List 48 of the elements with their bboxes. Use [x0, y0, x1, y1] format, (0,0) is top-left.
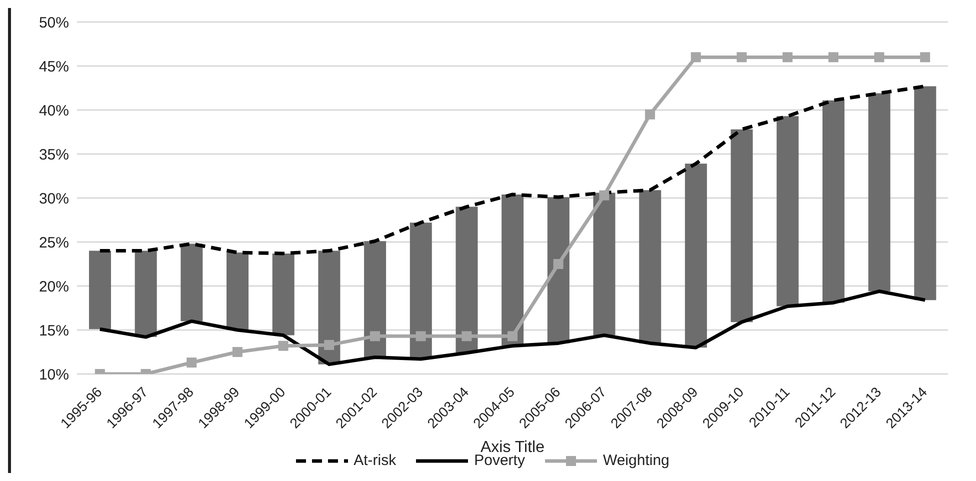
bar: [593, 192, 616, 336]
y-tick-label: 50%: [38, 14, 69, 32]
point: [462, 331, 472, 342]
y-tick-label: 10%: [38, 366, 69, 384]
point: [920, 52, 930, 62]
bar: [730, 129, 753, 322]
point: [278, 340, 288, 351]
bar: [410, 222, 432, 360]
line-series: [98, 290, 927, 366]
y-tick-label: 40%: [38, 102, 69, 120]
bar: [776, 116, 799, 306]
y-tick-label: 30%: [38, 190, 69, 208]
point: [874, 52, 884, 62]
y-tick-label: 45%: [38, 58, 69, 76]
y-tick-label: 25%: [38, 234, 69, 252]
legend-label: Weighting: [602, 452, 670, 469]
point: [828, 52, 838, 62]
bar: [226, 252, 249, 330]
bar: [684, 164, 707, 348]
legend-label: At-risk: [354, 452, 396, 469]
point: [599, 190, 610, 200]
bar: [364, 241, 386, 358]
bar: [914, 86, 936, 300]
bar: [180, 244, 203, 322]
point: [736, 52, 747, 62]
point: [690, 52, 701, 62]
bar: [639, 190, 662, 344]
point: [508, 331, 518, 342]
bar: [89, 250, 111, 330]
point: [186, 358, 197, 368]
bar: [822, 100, 844, 303]
y-tick-label: 20%: [38, 278, 69, 296]
bar: [318, 250, 340, 364]
bar: [502, 194, 524, 346]
bar: [868, 93, 890, 292]
y-tick-label: 15%: [38, 322, 69, 340]
point: [232, 347, 242, 357]
point: [416, 331, 426, 342]
bar: [272, 253, 294, 336]
point: [645, 109, 656, 120]
bar: [134, 250, 157, 338]
point: [324, 340, 334, 350]
y-tick-label: 35%: [38, 146, 69, 164]
point: [553, 259, 564, 269]
point: [782, 52, 793, 62]
point: [370, 331, 380, 342]
bar: [547, 197, 570, 344]
bar: [456, 206, 478, 353]
